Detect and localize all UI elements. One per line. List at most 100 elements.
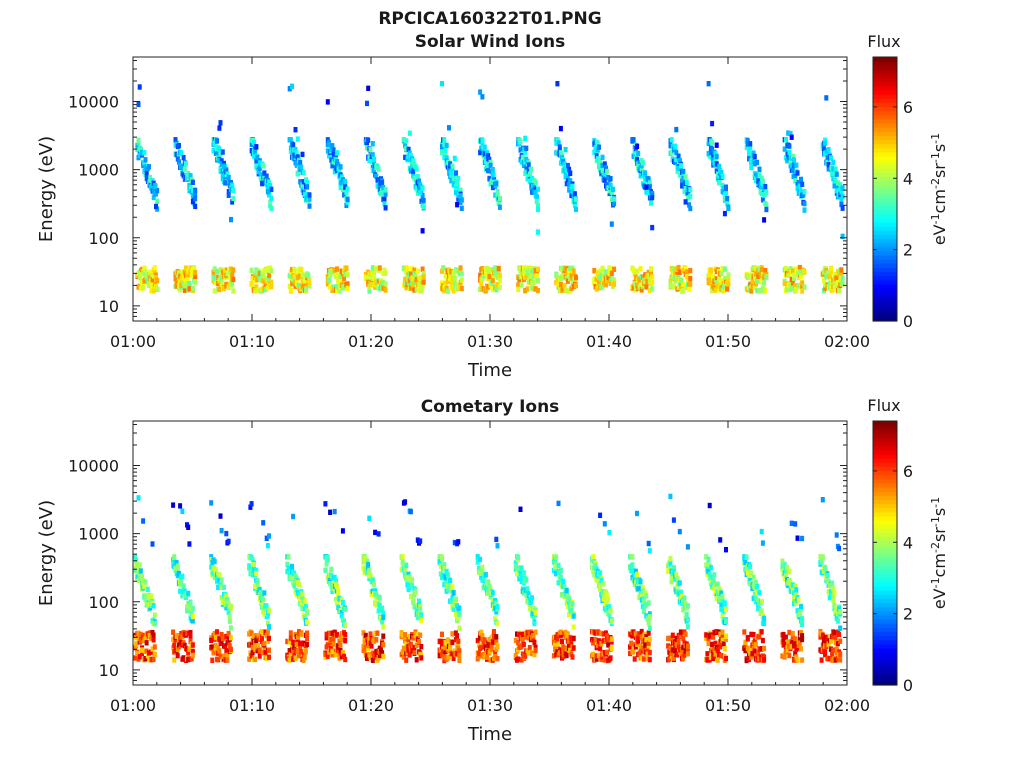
spectrogram-cell: [412, 287, 417, 293]
spectrogram-cell: [222, 163, 226, 169]
colorbar-tick-label: 2: [903, 241, 913, 260]
spectrogram-cell: [822, 146, 826, 152]
spectrogram-cell: [753, 599, 758, 605]
colorbar-swatch: [873, 316, 897, 322]
spectrogram-cell: [592, 276, 597, 283]
spectrogram-cell: [178, 287, 183, 293]
spectrogram-cell: [403, 142, 408, 148]
spectrogram-cell: [628, 650, 632, 657]
spectrogram-cell: [136, 495, 141, 501]
spectrogram-cell: [293, 283, 298, 289]
spectrogram-cell: [567, 596, 571, 602]
spectrogram-cell: [840, 193, 845, 200]
spectrogram-cell: [532, 639, 537, 646]
spectrogram-cell: [600, 266, 605, 272]
spectrogram-cell: [704, 554, 709, 560]
spectrogram-cell: [179, 631, 184, 637]
spectrogram-cell: [647, 611, 652, 617]
spectrogram-cell: [490, 639, 495, 645]
spectrogram-cell: [706, 640, 711, 647]
spectrogram-cell: [759, 190, 764, 197]
spectrogram-cell: [488, 159, 493, 166]
spectrogram-cell: [370, 578, 375, 584]
spectrogram-cell: [532, 651, 537, 658]
spectrogram-cell: [292, 152, 297, 159]
spectrogram-cell: [180, 573, 185, 579]
spectrogram-cell: [451, 606, 456, 612]
spectrogram-cell: [486, 579, 491, 585]
spectrogram-cell: [705, 651, 710, 657]
spectrogram-cell: [218, 653, 223, 659]
spectrogram-cell: [455, 179, 460, 185]
colorbar-swatch: [873, 292, 897, 297]
spectrogram-cell: [445, 572, 450, 578]
spectrogram-cell: [818, 634, 823, 640]
spectrogram-cell: [724, 633, 728, 639]
spectrogram-cell: [496, 200, 501, 206]
spectrogram-cell: [185, 608, 189, 614]
spectrogram-cell: [304, 286, 308, 293]
colorbar-swatch: [873, 139, 897, 145]
spectrogram-cell: [605, 649, 610, 655]
spectrogram-cell: [381, 614, 386, 621]
spectrogram-cell: [369, 643, 374, 649]
spectrogram-cell: [220, 269, 225, 275]
spectrogram-cell: [646, 540, 651, 547]
spectrogram-cell: [408, 168, 413, 174]
colorbar-swatch: [873, 209, 897, 215]
spectrogram-cell: [407, 277, 412, 284]
spectrogram-cell: [684, 179, 689, 186]
spectrogram-cell: [456, 192, 461, 199]
colorbar-swatch: [873, 279, 897, 285]
y-tick-label: 10000: [68, 93, 119, 112]
spectrogram-cell: [681, 168, 686, 175]
spectrogram-cell: [193, 195, 198, 202]
spectrogram-cell: [218, 267, 223, 273]
spectrogram-cell: [636, 635, 641, 641]
spectrogram-cell: [676, 638, 681, 645]
spectrogram-cell: [404, 284, 409, 291]
spectrogram-cell: [764, 274, 769, 280]
spectrogram-cell: [324, 561, 329, 567]
spectrogram-cell: [681, 287, 686, 294]
spectrogram-cell: [647, 180, 652, 186]
spectrogram-cell: [219, 275, 224, 281]
spectrogram-cell: [635, 156, 640, 163]
spectrogram-cell: [140, 150, 144, 156]
spectrogram-cell: [330, 588, 335, 594]
spectrogram-cell: [793, 596, 798, 602]
spectrogram-cell: [785, 576, 789, 583]
spectrogram-cell: [299, 649, 304, 655]
spectrogram-cell: [219, 577, 224, 583]
spectrogram-cell: [226, 630, 231, 637]
spectrogram-cell: [343, 178, 348, 185]
spectrogram-cell: [482, 637, 487, 643]
spectrogram-cell: [438, 638, 443, 645]
spectrogram-cell: [762, 217, 767, 223]
spectrogram-cell: [418, 603, 423, 610]
spectrogram-cell: [650, 286, 655, 292]
spectrogram-cell: [253, 288, 258, 294]
spectrogram-cell: [223, 180, 228, 186]
spectrogram-cell: [759, 278, 764, 284]
spectrogram-cell: [419, 198, 424, 204]
x-tick-label: 02:00: [824, 332, 870, 351]
spectrogram-cell: [720, 266, 725, 272]
spectrogram-cell: [305, 635, 310, 642]
spectrogram-cell: [219, 158, 224, 164]
spectrogram-cell: [382, 196, 387, 203]
spectrogram-cell: [328, 284, 333, 290]
spectrogram-cell: [212, 630, 217, 637]
spectrogram-cell: [335, 287, 340, 294]
spectrogram-cell: [451, 270, 456, 277]
spectrogram-cell: [301, 272, 306, 279]
spectrogram-cell: [417, 275, 422, 281]
spectrogram-cell: [802, 200, 807, 207]
colorbar-swatch: [873, 176, 897, 182]
spectrogram-cell: [342, 284, 347, 290]
spectrogram-cell: [224, 593, 229, 599]
spectrogram-cell: [494, 600, 499, 607]
spectrogram-cell: [565, 178, 570, 184]
spectrogram-cell: [458, 265, 463, 271]
spectrogram-cell: [704, 562, 709, 568]
